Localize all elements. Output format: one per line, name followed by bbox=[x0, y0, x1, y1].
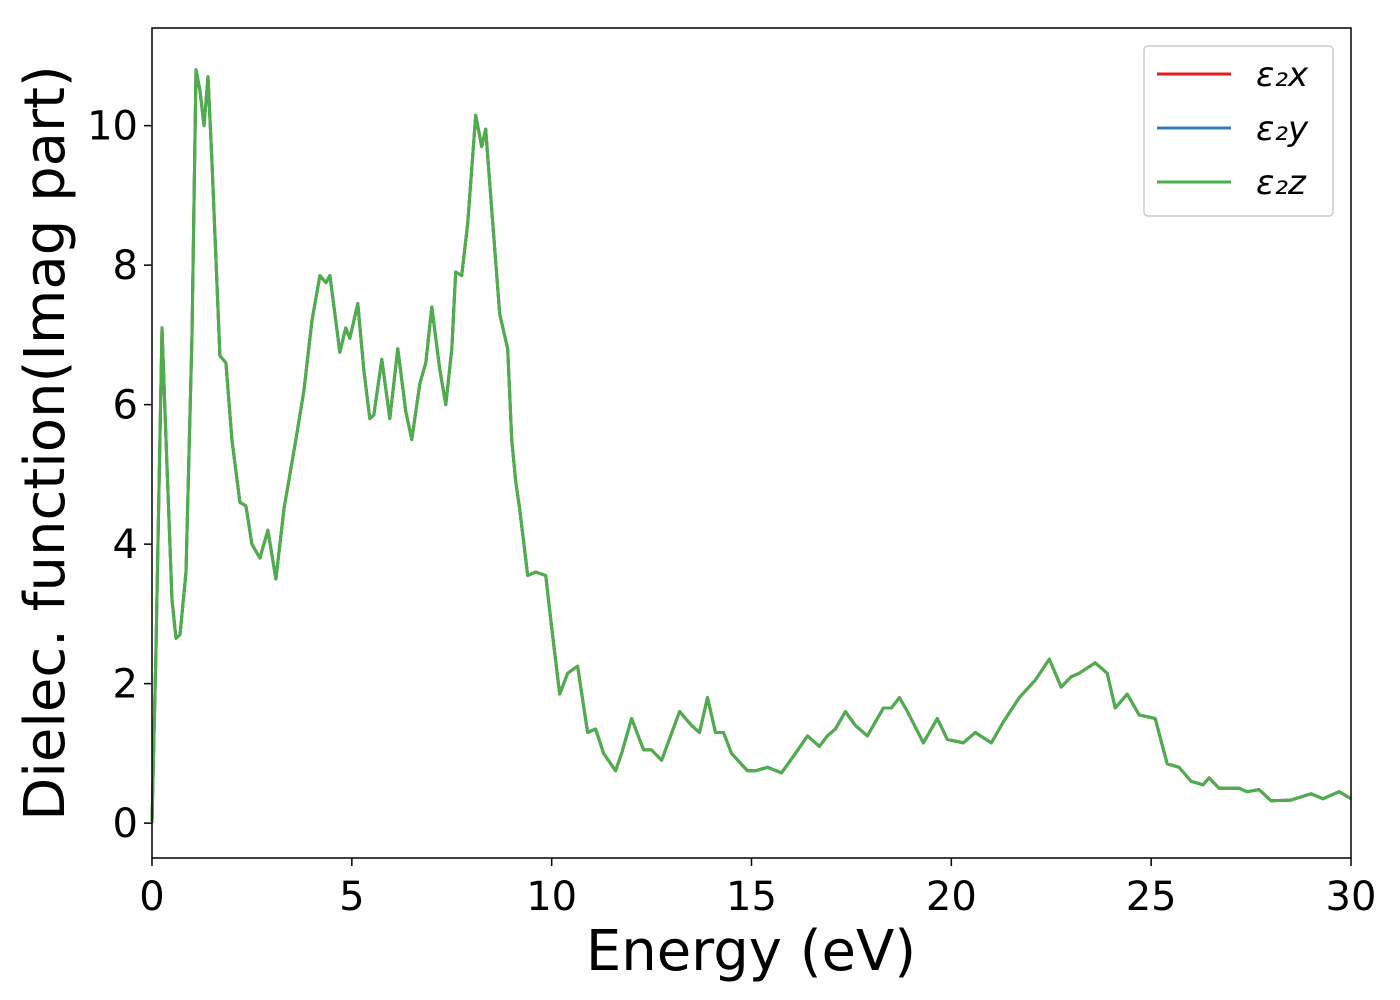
x-tick-label: 15 bbox=[726, 874, 777, 920]
y-tick-label: 0 bbox=[113, 801, 138, 847]
x-tick-label: 25 bbox=[1126, 874, 1177, 920]
y-tick-label: 2 bbox=[113, 662, 138, 708]
x-tick-label: 10 bbox=[526, 874, 577, 920]
legend-label: ε₂z bbox=[1256, 163, 1307, 203]
y-tick-label: 4 bbox=[113, 522, 138, 568]
y-axis-label: Dielec. function(Imag part) bbox=[13, 65, 78, 821]
x-axis-label: Energy (eV) bbox=[586, 919, 916, 984]
legend-label: ε₂y bbox=[1256, 109, 1309, 149]
x-tick-label: 0 bbox=[139, 874, 164, 920]
x-tick-label: 20 bbox=[926, 874, 977, 920]
y-tick-label: 8 bbox=[113, 243, 138, 289]
x-tick-label: 5 bbox=[339, 874, 364, 920]
y-tick-label: 6 bbox=[113, 383, 138, 429]
series-line bbox=[150, 68, 1352, 824]
y-tick-label: 10 bbox=[87, 104, 138, 150]
legend-label: ε₂x bbox=[1256, 55, 1309, 95]
x-tick-label: 30 bbox=[1326, 874, 1377, 920]
legend-box bbox=[1143, 45, 1334, 217]
plot-frame bbox=[151, 27, 1352, 859]
